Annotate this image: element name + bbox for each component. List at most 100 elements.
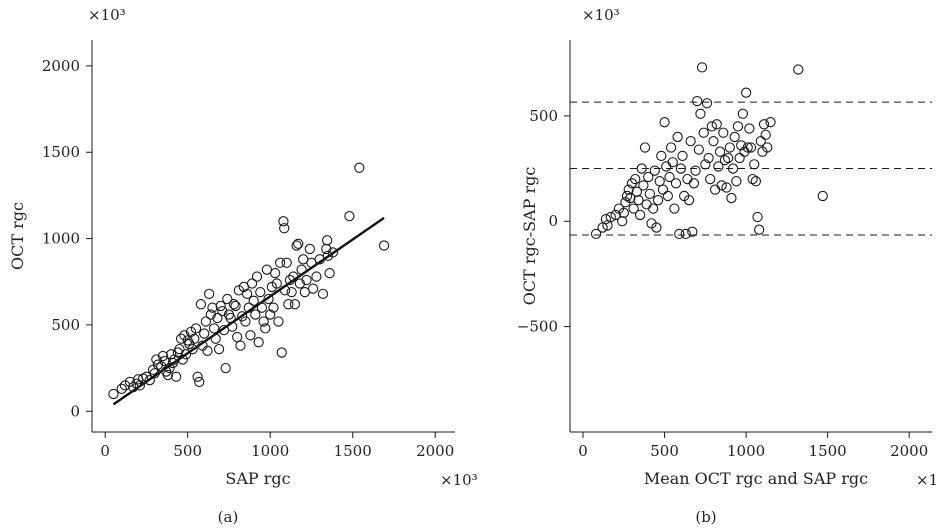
data-points <box>590 62 828 240</box>
panel-caption: (a) <box>218 508 239 526</box>
data-point <box>258 316 269 327</box>
y-tick-label: 500 <box>529 107 558 125</box>
data-point <box>215 300 226 312</box>
data-point <box>700 159 711 170</box>
y-tick-label: 0 <box>548 212 558 230</box>
data-point <box>740 87 752 98</box>
data-point <box>625 192 636 204</box>
data-point <box>344 210 355 222</box>
data-point <box>289 299 301 310</box>
data-point <box>268 302 279 313</box>
data-point <box>617 216 628 227</box>
x-multiplier: ×10³ <box>440 471 478 489</box>
data-point <box>212 312 223 324</box>
panel-a: 0 500 1000 1500 2000 0 500 1000 1500 2000 ×10³ ×10³… <box>8 6 478 526</box>
data-point <box>278 216 289 227</box>
data-point <box>664 171 675 183</box>
data-point <box>265 309 276 320</box>
data-point <box>716 180 727 191</box>
data-point <box>194 376 205 388</box>
data-point <box>729 131 740 143</box>
data-point <box>682 173 693 185</box>
data-point <box>747 173 758 185</box>
data-point <box>590 228 602 240</box>
data-point <box>643 171 654 183</box>
data-point <box>677 150 688 162</box>
data-point <box>317 288 329 300</box>
data-point <box>649 165 660 176</box>
x-tick-label: 1000 <box>251 442 289 460</box>
data-point <box>200 316 211 327</box>
data-point <box>108 388 119 400</box>
data-point <box>281 257 292 268</box>
y-tick-label: 1500 <box>42 143 80 161</box>
data-point <box>690 165 701 176</box>
data-point <box>288 271 299 282</box>
data-point <box>232 331 243 343</box>
data-point <box>706 121 718 132</box>
data-points <box>108 162 390 400</box>
data-point <box>723 152 734 164</box>
data-point <box>750 176 762 187</box>
data-point <box>228 299 240 310</box>
data-point <box>324 267 335 279</box>
x-tick-label: 0 <box>100 442 110 460</box>
y-axis-label: OCT rgc <box>8 202 27 270</box>
data-point <box>273 316 284 327</box>
data-point <box>202 345 213 356</box>
data-point <box>192 371 203 382</box>
data-point <box>286 286 297 298</box>
data-point <box>648 203 659 214</box>
data-point <box>225 312 236 324</box>
data-point <box>638 180 649 191</box>
x-multiplier: ×10³ <box>916 471 938 489</box>
data-point <box>307 283 319 294</box>
data-point <box>718 127 729 138</box>
data-point <box>166 349 177 360</box>
data-point <box>169 354 180 365</box>
x-axis-label: SAP rgc <box>225 469 290 488</box>
data-point <box>208 323 220 334</box>
data-point <box>745 142 757 153</box>
data-point <box>693 144 704 155</box>
data-point <box>734 152 745 164</box>
data-point <box>719 154 731 166</box>
data-point <box>246 278 258 289</box>
data-point <box>662 190 673 202</box>
data-point <box>661 161 672 172</box>
data-point <box>711 119 722 130</box>
data-point <box>736 140 747 151</box>
data-point <box>255 286 266 298</box>
data-point <box>184 338 195 350</box>
data-point <box>641 199 652 210</box>
x-tick-label: 0 <box>578 442 588 460</box>
data-point <box>639 142 651 153</box>
data-point <box>749 159 760 170</box>
y-tick-label: 1000 <box>42 230 80 248</box>
x-tick-label: 2000 <box>416 442 454 460</box>
data-point <box>714 146 726 157</box>
data-point <box>631 186 643 197</box>
data-point <box>600 213 612 225</box>
data-point <box>279 223 290 234</box>
data-point <box>251 271 263 282</box>
y-tick-label: 500 <box>51 316 80 334</box>
data-point <box>701 98 713 109</box>
data-point <box>755 136 766 147</box>
data-point <box>752 211 763 223</box>
data-point <box>744 123 755 134</box>
data-point <box>180 349 192 360</box>
data-point <box>698 127 709 138</box>
y-tick-label: 0 <box>70 402 80 420</box>
data-point <box>672 131 683 143</box>
data-point <box>189 333 200 344</box>
data-point <box>670 178 682 189</box>
data-point <box>651 222 662 233</box>
data-point <box>656 150 667 162</box>
data-point <box>687 226 698 237</box>
data-point <box>618 207 629 218</box>
data-point <box>116 383 127 394</box>
data-point <box>279 285 291 296</box>
data-point <box>737 108 748 119</box>
data-point <box>633 195 644 206</box>
